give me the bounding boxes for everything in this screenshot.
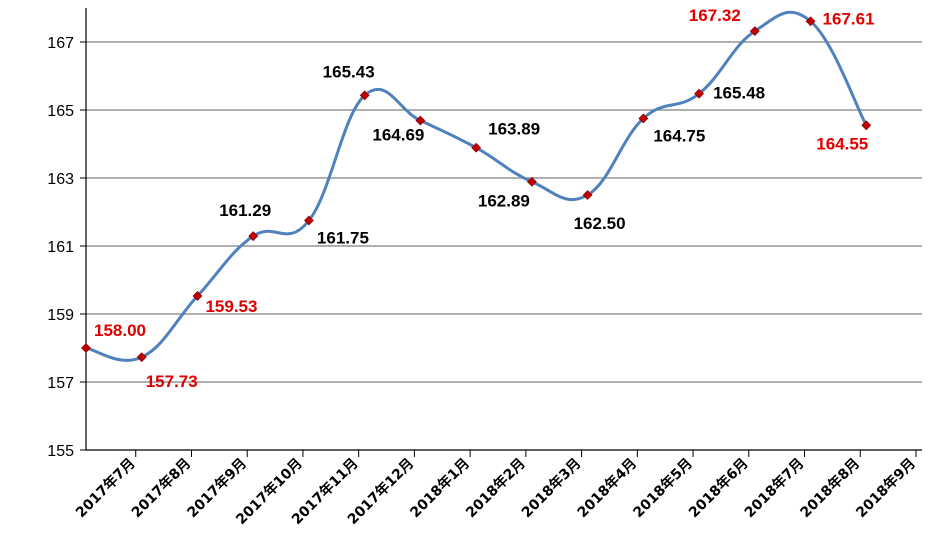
data-point [304,215,314,226]
data-label: 162.50 [574,214,626,233]
data-label: 164.69 [372,126,424,145]
data-point [471,142,482,153]
data-point [805,16,816,27]
data-label: 163.89 [488,120,540,139]
data-point [359,90,370,101]
data-point [415,115,426,126]
data-point [136,352,147,363]
data-label: 161.75 [317,229,369,248]
x-tick-label: 2018年3月 [518,455,584,521]
data-label: 167.32 [689,6,741,25]
data-point [526,176,537,187]
series-line [85,10,868,362]
x-tick-label: 2018年5月 [630,455,696,521]
x-tick-label: 2018年7月 [741,455,807,521]
x-tick-label: 2018年6月 [685,455,751,521]
data-label: 162.89 [478,192,530,211]
y-tick-label: 157 [47,375,74,392]
data-point [694,88,704,99]
data-label: 159.53 [205,297,257,316]
data-point [749,26,760,37]
data-label: 164.55 [816,134,868,153]
x-tick-label: 2018年4月 [574,455,640,521]
y-tick-label: 159 [47,307,74,324]
x-tick-label: 2018年1月 [407,455,473,521]
data-point [638,113,649,124]
data-point [248,231,259,242]
data-point [582,190,593,200]
data-label: 161.29 [219,201,271,220]
y-tick-label: 165 [47,103,74,120]
y-tick-label: 161 [47,239,74,256]
y-tick-label: 167 [47,35,74,52]
data-label: 167.61 [823,9,875,28]
y-tick-label: 163 [47,171,74,188]
x-tick-label: 2018年2月 [462,455,528,521]
data-label: 158.00 [94,321,146,340]
y-tick-label: 155 [47,443,74,460]
data-point [861,120,872,131]
x-tick-label: 2018年8月 [797,455,863,521]
data-point [81,343,91,353]
data-label: 165.48 [713,84,765,103]
x-tick-label: 2017年8月 [128,455,194,521]
data-label: 165.43 [323,62,375,81]
data-point [192,291,203,301]
data-label: 157.73 [146,372,198,391]
data-label: 164.75 [653,127,705,146]
x-tick-label: 2018年9月 [853,455,919,521]
x-tick-label: 2017年7月 [72,455,138,521]
